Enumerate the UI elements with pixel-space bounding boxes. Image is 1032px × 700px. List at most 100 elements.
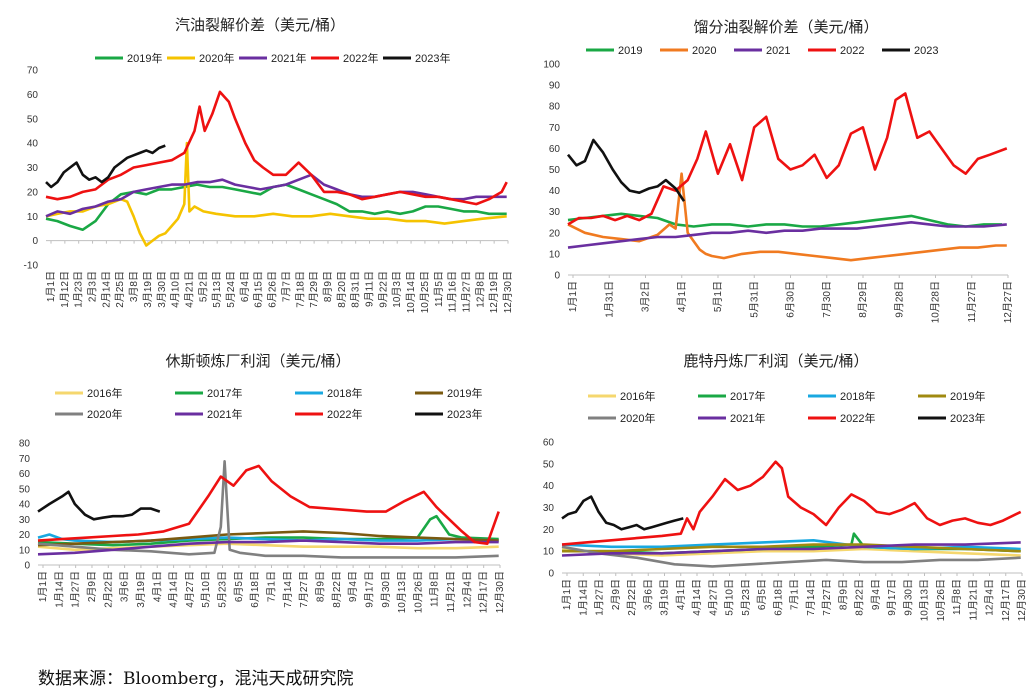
y-tick-label: 0 [24,561,30,572]
x-tick-label: 6月18日 [772,579,784,616]
x-tick-label: 1月1日 [567,281,579,312]
x-tick-label: 6月18日 [249,571,261,608]
y-tick-label: -10 [24,261,39,272]
legend-label: 2017年 [207,386,242,400]
x-tick-label: 3月19日 [135,571,147,608]
chart-title: 休斯顿炼厂利润（美元/桶） [165,352,350,370]
x-tick-label: 7月1日 [266,571,278,602]
legend-label: 2022年 [840,411,875,425]
legend-label: 2019年 [950,389,985,403]
x-tick-label: 4月21日 [183,271,195,308]
x-tick-label: 4月1日 [151,571,163,602]
x-tick-label: 9月17日 [363,571,375,608]
distillate-crack-chart: 馏分油裂解价差（美元/桶） 0 10 20 30 40 50 60 70 80 90 100 1月1日 1… [543,18,1014,323]
x-tick-label: 11月21日 [967,579,979,621]
x-tick-label: 9月17日 [886,579,898,616]
x-tick-label: 6月4日 [239,271,251,302]
x-tick-label: 3月6日 [642,579,654,610]
legend-label: 2016年 [620,389,655,403]
series-line [37,490,161,521]
series-line [45,144,166,189]
chart-title: 鹿特丹炼厂利润（美元/桶） [683,352,868,370]
x-tick-label: 11月21日 [445,571,457,613]
y-tick-label: 10 [549,249,561,260]
series-line [561,495,684,531]
y-tick-label: 40 [27,139,39,150]
x-tick-label: 6月26日 [267,271,279,308]
x-tick-label: 7月30日 [821,281,833,318]
x-tick-label: 2月22日 [626,579,638,616]
x-tick-label: 12月17日 [478,571,490,613]
x-tick-label: 3月30日 [156,271,168,308]
x-tick-label: 5月10日 [200,571,212,608]
x-tick-label: 5月23日 [217,571,229,608]
x-tick-label: 2月22日 [102,571,114,608]
rotterdam-margin-chart: 鹿特丹炼厂利润（美元/桶） 0 10 20 30 40 50 60 1月1日 1月14日 1月27日… [543,352,1028,621]
x-tick-label: 4月14日 [691,579,703,616]
legend-label: 2023年 [447,407,482,421]
y-tick-label: 30 [27,163,39,174]
x-tick-label: 7月29日 [308,271,320,308]
x-tick-label: 9月4日 [347,571,359,602]
x-tick-label: 10月14日 [405,271,417,313]
y-tick-label: 10 [543,547,555,558]
x-tick-label: 3月8日 [128,271,140,302]
x-tick-label: 1月27日 [594,579,606,616]
x-tick-label: 1月14日 [577,579,589,616]
x-tick-label: 5月10日 [724,579,736,616]
x-tick-label: 12月19日 [488,271,500,313]
legend-label: 2021年 [730,411,765,425]
x-tick-label: 3月19日 [142,271,154,308]
series-line [562,543,1021,553]
y-tick-label: 70 [549,123,561,134]
x-tick-label: 5月1日 [712,281,724,312]
gasoline-crack-panel: 汽油裂解价差（美元/桶） -10 0 10 20 30 40 50 60 70 1月1日 1月12日 1… [0,0,516,330]
y-tick-label: 30 [543,503,555,514]
x-tick-label: 9月22日 [377,271,389,308]
x-tick-label: 12月30日 [502,271,514,313]
y-tick-label: 0 [548,569,554,580]
x-tick-label: 2月9日 [86,571,98,602]
legend-label: 2019年 [447,386,482,400]
x-tick-label: 10月25日 [419,271,431,313]
x-tick-label: 8月9日 [837,579,849,610]
y-tick-label: 10 [27,212,39,223]
x-tick-label: 5月24日 [225,271,237,308]
legend-label: 2021 [766,45,790,57]
x-tick-label: 11月5日 [433,271,445,307]
legend-label: 2016年 [87,386,122,400]
series-line [37,539,499,556]
x-tick-label: 8月9日 [314,571,326,602]
x-tick-label: 1月14日 [53,571,65,608]
x-tick-label: 4月10日 [170,271,182,308]
legend-label: 2020年 [87,407,122,421]
series-line [37,460,499,559]
x-tick-label: 3月2日 [640,281,652,312]
y-tick-label: 20 [27,187,39,198]
y-tick-label: 40 [543,481,555,492]
houston-margin-panel: 休斯顿炼厂利润（美元/桶） 0 10 20 30 40 50 60 70 80 1月1日 1月14日 1… [0,330,516,652]
y-tick-label: 90 [549,81,561,92]
x-tick-label: 6月30日 [785,281,797,318]
x-tick-label: 7月14日 [282,571,294,608]
x-tick-label: 2月3日 [87,271,99,302]
legend-label: 2021年 [271,51,306,65]
y-tick-label: 100 [543,60,560,71]
x-tick-label: 9月28日 [893,281,905,318]
x-tick-label: 7月27日 [298,571,310,608]
legend-label: 2018年 [327,386,362,400]
series-line [566,138,686,202]
x-tick-label: 8月22日 [854,579,866,616]
y-tick-label: 50 [543,459,555,470]
x-tick-label: 2月14日 [100,271,112,308]
legend-label: 2018年 [840,389,875,403]
series-line [45,141,507,247]
x-tick-label: 10月26日 [935,579,947,621]
y-tick-label: 20 [19,530,31,541]
chart-title: 馏分油裂解价差（美元/桶） [693,18,878,36]
x-tick-label: 11月27日 [460,271,472,313]
x-tick-label: 1月1日 [37,571,49,602]
y-tick-label: 60 [549,144,561,155]
y-tick-label: 60 [27,90,39,101]
x-tick-label: 6月5日 [233,571,245,602]
